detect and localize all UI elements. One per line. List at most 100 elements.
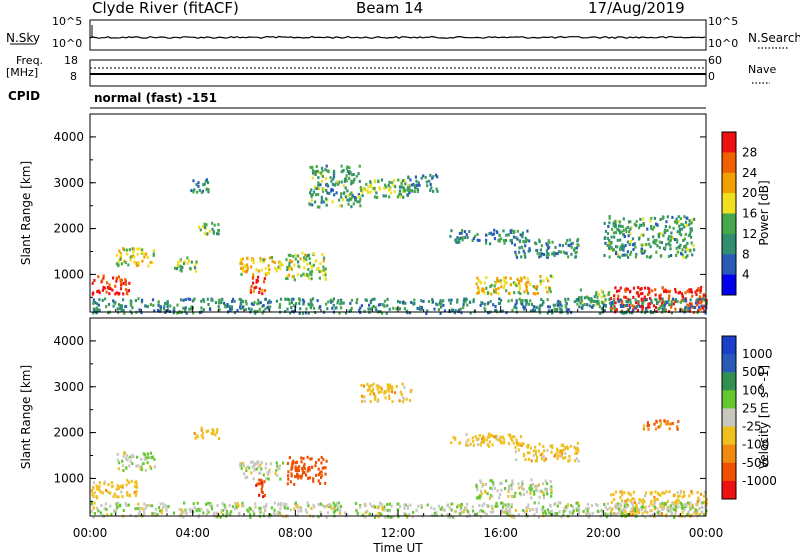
velocity-cell xyxy=(498,438,501,442)
power-cell xyxy=(626,287,629,291)
velocity-cell xyxy=(485,438,488,442)
power-cell xyxy=(371,306,374,310)
power-cell xyxy=(388,307,391,311)
velocity-cell xyxy=(200,507,203,511)
power-colorbar-tick-label: 24 xyxy=(742,166,757,180)
power-plot-area xyxy=(90,114,706,312)
power-cell xyxy=(575,246,579,250)
power-cell xyxy=(690,290,693,294)
power-ylabel: Slant Range [km] xyxy=(19,161,33,265)
power-cell xyxy=(630,250,633,254)
velocity-cell xyxy=(386,508,389,512)
power-cell xyxy=(370,185,373,189)
velocity-cell xyxy=(375,384,378,388)
velocity-cell xyxy=(503,510,506,514)
power-cell xyxy=(581,300,584,304)
power-cell xyxy=(297,264,300,268)
velocity-cell xyxy=(466,443,470,447)
power-cell xyxy=(246,263,249,267)
velocity-colorbar-tick-label: 100 xyxy=(742,383,765,397)
power-cell xyxy=(340,299,343,303)
power-cell xyxy=(515,301,518,305)
power-cell xyxy=(258,287,261,291)
power-cell xyxy=(275,299,279,303)
velocity-cell xyxy=(474,435,477,438)
power-cell xyxy=(340,180,343,184)
power-cell xyxy=(474,234,477,238)
power-cell xyxy=(401,185,404,189)
power-cell xyxy=(287,273,291,277)
power-cell xyxy=(290,306,293,310)
power-cell xyxy=(699,301,702,305)
power-cell xyxy=(349,171,352,174)
xtick-label: 08:00 xyxy=(278,526,313,540)
velocity-cell xyxy=(539,490,542,494)
xaxis-label: Time UT xyxy=(372,541,423,554)
power-cell xyxy=(92,298,95,302)
velocity-cell xyxy=(543,459,546,463)
velocity-cell xyxy=(484,482,488,486)
velocity-cell xyxy=(507,494,510,498)
power-cell xyxy=(640,292,643,296)
velocity-cell xyxy=(479,489,483,493)
velocity-cell xyxy=(539,453,542,457)
velocity-cell xyxy=(390,504,393,508)
velocity-cell xyxy=(560,515,563,519)
power-cell xyxy=(277,265,280,269)
velocity-cell xyxy=(550,489,553,493)
power-cell xyxy=(509,239,512,243)
power-cell xyxy=(643,249,647,253)
velocity-cell xyxy=(491,507,494,510)
velocity-cell xyxy=(525,509,529,513)
velocity-cell xyxy=(508,510,512,514)
power-cell xyxy=(689,227,692,231)
power-cell xyxy=(614,286,617,290)
velocity-cell xyxy=(116,452,119,456)
velocity-cell xyxy=(305,473,308,477)
power-cell xyxy=(609,306,612,310)
power-cell xyxy=(463,297,466,301)
velocity-cell xyxy=(608,506,611,510)
power-cell xyxy=(402,188,405,192)
velocity-cell xyxy=(320,461,323,465)
velocity-cell xyxy=(420,504,423,507)
power-cell xyxy=(325,302,328,306)
velocity-cell xyxy=(215,430,219,434)
velocity-cell xyxy=(533,492,536,496)
power-cell xyxy=(571,241,574,245)
sky-panel-frame xyxy=(89,19,707,51)
power-cell xyxy=(547,305,550,309)
velocity-cell xyxy=(361,400,364,403)
power-colorbar-tick-label: 16 xyxy=(742,207,757,221)
velocity-cell xyxy=(133,490,136,494)
velocity-cell xyxy=(530,459,533,463)
power-cell xyxy=(472,298,475,302)
velocity-cell xyxy=(113,492,117,496)
power-cell xyxy=(645,298,648,302)
velocity-cell xyxy=(308,466,311,469)
power-cell xyxy=(326,307,329,311)
power-cell xyxy=(239,261,243,265)
power-cell xyxy=(630,225,633,229)
velocity-cell xyxy=(276,464,279,468)
power-cell xyxy=(392,306,395,310)
velocity-cell xyxy=(449,513,452,517)
velocity-cell xyxy=(705,502,709,505)
velocity-cell xyxy=(359,504,362,507)
velocity-cell xyxy=(465,433,468,436)
power-cell xyxy=(671,297,675,301)
power-cell xyxy=(679,243,682,247)
power-cell xyxy=(310,188,313,192)
velocity-cell xyxy=(617,502,620,506)
velocity-cell xyxy=(618,511,621,515)
velocity-cell xyxy=(412,511,415,514)
velocity-cell xyxy=(481,437,484,441)
velocity-cell xyxy=(533,513,536,517)
velocity-colorbar-segment xyxy=(722,336,736,355)
power-cell xyxy=(499,281,502,285)
power-cell xyxy=(120,283,123,287)
power-cell xyxy=(331,188,335,192)
velocity-cell xyxy=(295,504,298,508)
velocity-cell xyxy=(105,507,108,511)
velocity-cell xyxy=(212,512,215,516)
